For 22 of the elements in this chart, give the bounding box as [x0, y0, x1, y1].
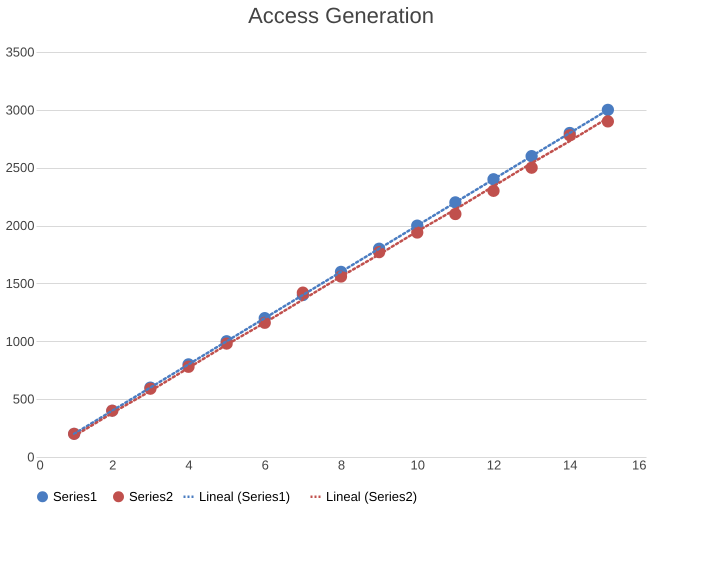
y-tick-label: 3000: [6, 102, 34, 118]
x-tick-label: 10: [410, 458, 425, 472]
y-tick-label: 500: [12, 392, 34, 407]
x-tick-label: 16: [632, 458, 646, 472]
x-tick-label: 2: [109, 458, 116, 472]
x-tick-label: 8: [338, 458, 346, 472]
x-tick-label: 14: [563, 458, 578, 472]
y-tick-label: 2500: [6, 160, 34, 176]
y-tick-label: 3500: [6, 44, 34, 60]
y-tick-label: 2000: [6, 218, 34, 234]
x-tick-label: 4: [185, 458, 193, 472]
legend-label: Series2: [129, 488, 174, 504]
chart-title: Access Generation: [248, 3, 434, 28]
x-tick-label: 12: [486, 458, 502, 472]
x-tick-label: 0: [36, 458, 44, 472]
legend-label: Series1: [53, 488, 98, 504]
y-tick-label: 1000: [6, 334, 34, 349]
legend-label: Lineal (Series1): [199, 488, 290, 504]
y-tick-label: 1500: [6, 276, 34, 291]
legend-label: Lineal (Series2): [326, 488, 418, 504]
point: [602, 104, 614, 116]
x-tick-label: 6: [262, 458, 269, 472]
